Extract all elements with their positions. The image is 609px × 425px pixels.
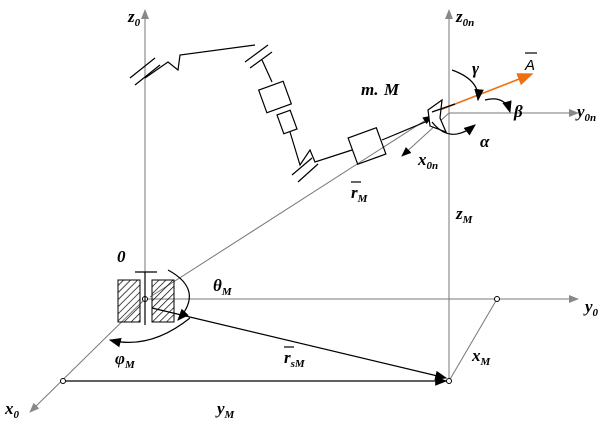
robot-arm <box>129 44 456 183</box>
label: zM <box>455 204 474 226</box>
label-main: θ <box>213 276 222 295</box>
label-main: M <box>383 80 400 99</box>
label: α <box>480 132 490 151</box>
label: θM <box>213 276 233 298</box>
label-main: z <box>455 7 463 26</box>
label-subscript: M <box>124 359 136 371</box>
label-main: r <box>351 183 358 202</box>
label-main: 0 <box>117 247 126 266</box>
label: z0 <box>127 7 141 29</box>
label-subscript: 0n <box>463 17 475 29</box>
label: A <box>524 57 535 74</box>
label: z0n <box>455 7 474 29</box>
label-subscript: 0 <box>14 409 20 421</box>
label: y0 <box>583 297 599 319</box>
label-main: y <box>215 399 225 418</box>
label: M <box>383 80 400 99</box>
label-main: y <box>583 297 593 316</box>
label: yM <box>215 399 236 421</box>
angle-arcs <box>108 69 512 348</box>
overlines <box>284 52 537 348</box>
label: x0n <box>417 150 438 172</box>
label-main: A <box>524 57 535 74</box>
label: φM <box>115 349 136 371</box>
label-subscript: 0n <box>585 112 597 124</box>
label-subscript: M <box>462 214 474 226</box>
label: x0 <box>4 399 20 421</box>
base-joint <box>117 271 175 325</box>
label-main: y <box>575 102 585 121</box>
label-subscript: M <box>480 356 492 368</box>
label-subscript: M <box>221 286 233 298</box>
label-main: x <box>417 150 427 169</box>
label-main: m. <box>361 80 378 99</box>
label: β <box>513 102 523 121</box>
label-subscript: M <box>224 409 236 421</box>
label-main: z <box>127 7 135 26</box>
axes <box>29 9 579 413</box>
label-main: γ <box>472 59 480 78</box>
label: 0 <box>117 247 126 266</box>
label-main: r <box>284 348 291 367</box>
label: γ <box>472 59 480 78</box>
label-main: x <box>4 399 14 418</box>
label-main: β <box>513 102 523 121</box>
label-subscript: 0 <box>135 17 141 29</box>
label-subscript: 0n <box>427 160 439 172</box>
label: y0n <box>575 102 596 124</box>
label-main: φ <box>115 349 125 368</box>
label: m. <box>361 80 378 99</box>
label-subscript: 0 <box>593 307 599 319</box>
label-main: α <box>480 132 490 151</box>
label: rsM <box>284 348 306 370</box>
label: rM <box>351 183 369 205</box>
label-subscript: M <box>357 193 369 205</box>
label-main: z <box>455 204 463 223</box>
label-main: x <box>471 346 481 365</box>
label-subscript: sM <box>290 358 306 370</box>
label: xM <box>471 346 492 368</box>
